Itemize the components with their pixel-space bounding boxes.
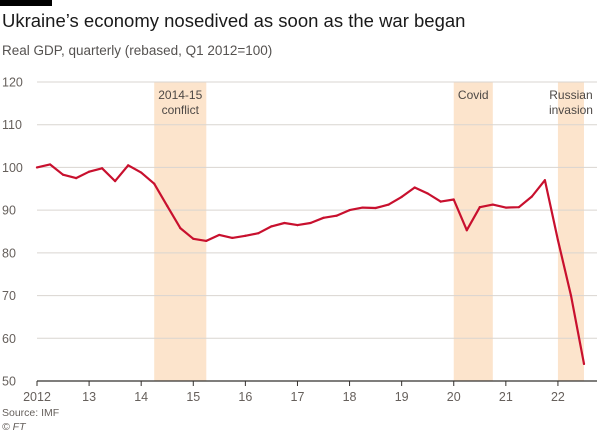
gdp-data-point [62,174,64,176]
gdp-data-point [361,206,363,208]
gdp-data-point [75,177,77,179]
gdp-data-point [427,192,429,194]
gdp-data-point [101,167,103,169]
gdp-data-point [505,206,507,208]
x-tick-label: 16 [238,390,252,404]
gdp-data-point [49,163,51,165]
band-label: 2014-15 [158,88,202,102]
band-label: Russian [549,88,592,102]
gdp-data-point [492,203,494,205]
gdp-data-point [531,195,533,197]
x-tick-label: 15 [186,390,200,404]
gdp-data-point [270,225,272,227]
x-tick-label: 13 [82,390,96,404]
y-tick-label: 120 [2,76,23,90]
band-label: Covid [458,88,489,102]
gdp-data-point [296,224,298,226]
gdp-data-point [557,239,559,241]
gdp-data-point [479,206,481,208]
x-tick-label: 20 [447,390,461,404]
x-tick-label: 21 [499,390,513,404]
gdp-data-point [440,201,442,203]
event-band [154,82,206,381]
gdp-data-point [140,171,142,173]
gdp-data-point [166,205,168,207]
gdp-data-point [518,206,520,208]
gdp-data-point [570,294,572,296]
y-tick-label: 60 [2,332,16,346]
x-tick-label: 2012 [23,390,51,404]
y-tick-label: 80 [2,246,16,260]
gdp-data-point [309,222,311,224]
gdp-data-point [375,207,377,209]
gdp-data-point [388,203,390,205]
gdp-data-point [335,215,337,217]
gdp-data-point [257,232,259,234]
gdp-data-point [453,198,455,200]
gdp-data-point [88,171,90,173]
gdp-data-point [544,179,546,181]
gdp-data-point [179,227,181,229]
gdp-data-point [153,183,155,185]
x-tick-label: 18 [343,390,357,404]
y-tick-label: 50 [2,375,16,389]
event-band [558,82,584,381]
gdp-data-point [192,238,194,240]
gdp-data-point [348,209,350,211]
y-tick-label: 110 [2,118,22,132]
y-tick-label: 90 [2,204,16,218]
gdp-data-point [583,363,585,365]
y-tick-label: 70 [2,289,16,303]
band-label: invasion [549,103,593,117]
x-tick-label: 17 [291,390,305,404]
band-label: conflict [162,103,200,117]
source-note: Source: IMF [2,407,59,419]
y-tick-label: 100 [2,161,23,175]
gdp-data-point [244,235,246,237]
gdp-data-point [414,186,416,188]
gdp-series-line [37,164,584,364]
x-tick-label: 19 [395,390,409,404]
gdp-data-point [401,196,403,198]
gdp-data-point [218,234,220,236]
gdp-data-point [114,180,116,182]
gdp-data-point [127,164,129,166]
x-tick-label: 22 [551,390,565,404]
gdp-data-point [322,217,324,219]
ft-credit: © FT [2,421,25,433]
gdp-data-point [36,166,38,168]
event-band [454,82,493,381]
gdp-data-point [231,237,233,239]
gdp-data-point [466,229,468,231]
gdp-data-point [205,240,207,242]
gdp-data-point [283,222,285,224]
x-tick-label: 14 [134,390,148,404]
gdp-line-chart: 50 60 70 80 90 100 110 120 2012 13 14 15 16 17 18 19 20 2… [0,0,609,435]
